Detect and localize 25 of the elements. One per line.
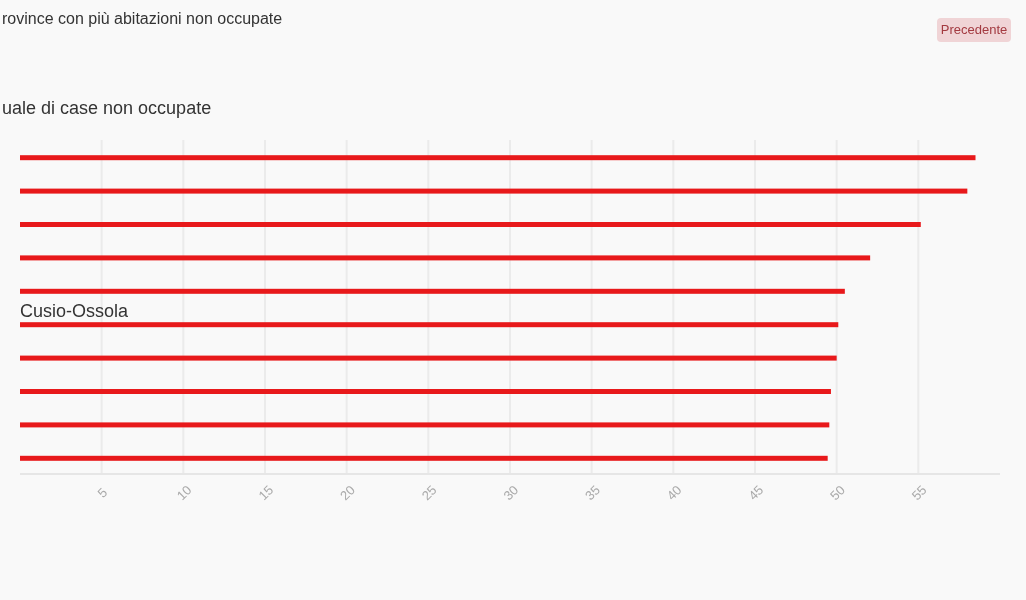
bar (20, 422, 830, 428)
chart-title: rovince con più abitazioni non occupate (2, 10, 283, 27)
x-tick-label: 45 (745, 482, 767, 504)
x-tick-label: 55 (908, 482, 930, 504)
bar (20, 322, 839, 328)
x-tick-label: 40 (663, 482, 685, 504)
bar (20, 188, 968, 194)
bar (20, 389, 831, 394)
bar (20, 288, 845, 294)
chart-subtitle: uale di case non occupate (2, 98, 212, 118)
text: Precedente (940, 22, 1008, 37)
x-tick-label: 25 (418, 482, 440, 504)
x-tick-label: 50 (827, 482, 848, 504)
bar (20, 355, 837, 361)
x-tick-label: 5 (94, 484, 111, 501)
x-tick-label: 15 (255, 482, 277, 504)
bar (20, 155, 976, 161)
x-tick-label: 35 (582, 482, 603, 504)
bar (20, 455, 828, 461)
y-tick-label: Cusio-Ossola (20, 300, 130, 321)
bar (20, 255, 871, 261)
x-tick-label: 10 (173, 482, 195, 504)
bar (20, 222, 921, 227)
x-tick-label: 20 (337, 482, 358, 504)
x-tick-label: 30 (500, 482, 522, 504)
